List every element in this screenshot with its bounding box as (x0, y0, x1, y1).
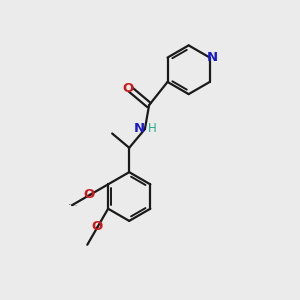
Text: O: O (92, 220, 103, 233)
Text: O: O (122, 82, 134, 95)
Text: N: N (134, 122, 145, 135)
Text: H: H (148, 122, 157, 135)
Text: O: O (84, 188, 95, 201)
Text: N: N (206, 51, 218, 64)
Text: methoxy: methoxy (72, 205, 78, 206)
Text: methoxy: methoxy (68, 204, 75, 205)
